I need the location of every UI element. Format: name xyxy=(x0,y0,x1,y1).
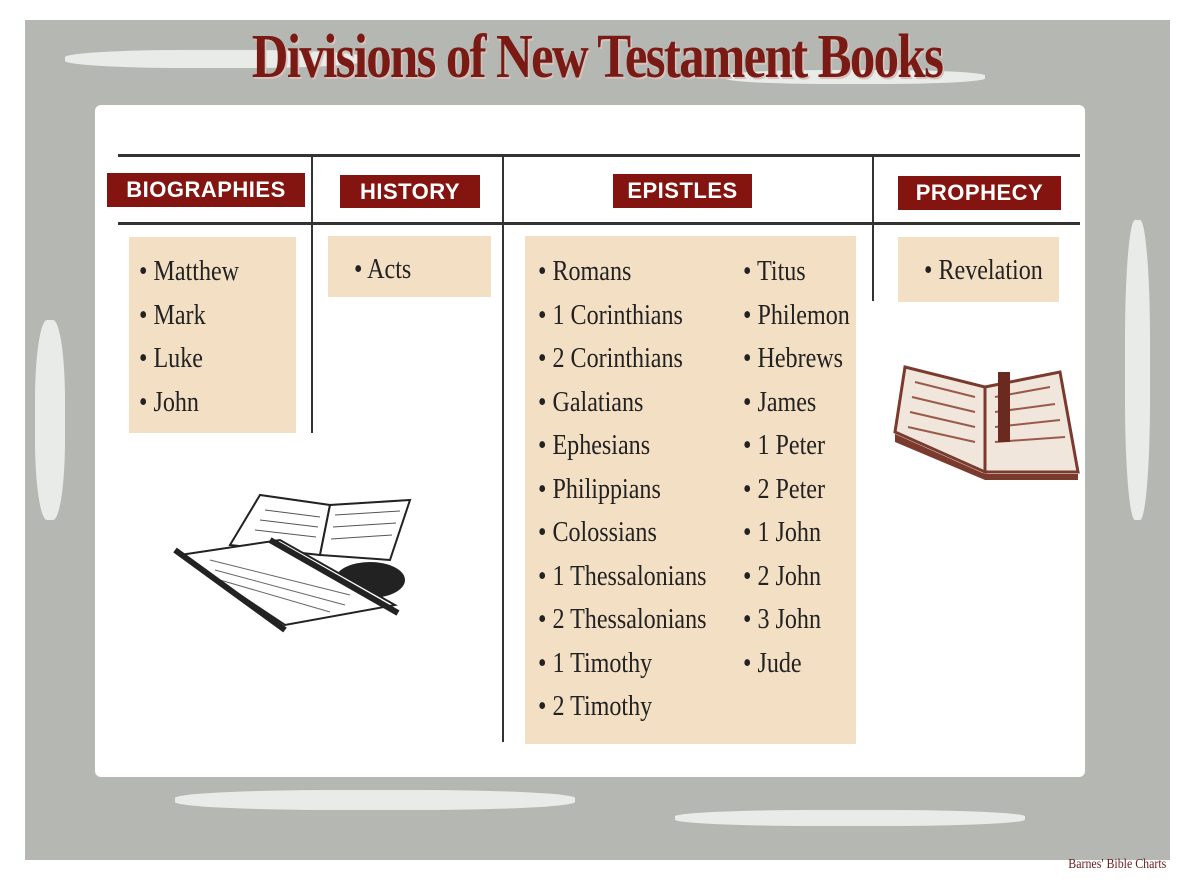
book-name: Philippians xyxy=(552,473,661,505)
book-name: Titus xyxy=(757,256,806,287)
book-item: • Luke xyxy=(139,343,203,375)
book-item: • 2 Peter xyxy=(743,474,825,506)
bullet: • xyxy=(743,473,758,505)
book-name: Jude xyxy=(757,647,802,679)
bullet: • xyxy=(538,430,553,461)
book-name: 1 Timothy xyxy=(552,647,653,679)
book-item: • Hebrews xyxy=(743,343,843,375)
bullet: • xyxy=(354,254,368,285)
book-name: Luke xyxy=(153,343,203,374)
bullet: • xyxy=(924,255,939,286)
divider xyxy=(311,155,313,433)
book-item: • Romans xyxy=(538,256,631,288)
header-biographies: BIOGRAPHIES xyxy=(107,173,305,207)
bullet: • xyxy=(743,430,758,461)
book-item: • 1 Thessalonians xyxy=(538,561,707,593)
book-name: 1 Peter xyxy=(757,430,825,461)
book-item: • Titus xyxy=(743,256,806,288)
book-name: Philemon xyxy=(757,299,850,331)
book-item: • Philemon xyxy=(743,300,850,332)
book-name: 2 Corinthians xyxy=(552,343,683,374)
divider xyxy=(872,155,874,301)
bullet: • xyxy=(538,517,553,548)
divider xyxy=(502,155,504,742)
book-name: 2 Thessalonians xyxy=(552,604,707,635)
book-item: • 1 Corinthians xyxy=(538,300,683,332)
book-item: • 2 John xyxy=(743,561,821,593)
header-epistles: EPISTLES xyxy=(613,174,752,208)
book-name: 2 Peter xyxy=(757,473,825,505)
book-item: • Ephesians xyxy=(538,430,650,462)
credit: Barnes' Bible Charts xyxy=(1068,857,1166,872)
bullet: • xyxy=(139,343,154,374)
bullet: • xyxy=(538,386,553,418)
book-item: • John xyxy=(139,387,199,419)
prophecy-box xyxy=(898,237,1059,302)
bullet: • xyxy=(743,256,758,287)
bullet: • xyxy=(743,560,758,592)
book-name: John xyxy=(153,386,199,418)
bullet: • xyxy=(743,386,758,418)
bullet: • xyxy=(139,299,154,331)
book-name: Hebrews xyxy=(757,343,844,374)
book-item: • Matthew xyxy=(139,256,239,288)
page-title: Divisions of New Testament Books xyxy=(251,23,944,91)
bullet: • xyxy=(139,256,154,287)
bullet: • xyxy=(743,343,758,374)
book-item: • Galatians xyxy=(538,387,643,419)
open-bible-icon xyxy=(893,365,1080,480)
book-item: • 3 John xyxy=(743,604,821,636)
bullet: • xyxy=(538,691,553,722)
book-item: • 1 Timothy xyxy=(538,648,652,680)
book-item: • 2 Timothy xyxy=(538,691,652,723)
top-rule xyxy=(118,154,1080,157)
bullet: • xyxy=(538,343,553,374)
biographies-box xyxy=(129,237,296,433)
book-name: Ephesians xyxy=(552,430,651,461)
open-book-scroll-icon xyxy=(173,493,412,633)
book-item: • Acts xyxy=(354,254,411,286)
bullet: • xyxy=(538,256,553,287)
bullet: • xyxy=(743,299,758,331)
bullet: • xyxy=(538,299,553,331)
bullet: • xyxy=(139,386,154,418)
book-name: 3 John xyxy=(757,604,822,635)
header-history: HISTORY xyxy=(340,175,480,208)
book-item: • Colossians xyxy=(538,517,657,549)
bullet: • xyxy=(743,517,758,548)
book-item: • Philippians xyxy=(538,474,661,506)
history-box xyxy=(328,236,491,297)
book-item: • 1 John xyxy=(743,517,821,549)
bullet: • xyxy=(743,647,758,679)
bullet: • xyxy=(538,560,553,592)
bullet: • xyxy=(538,473,553,505)
book-item: • 2 Corinthians xyxy=(538,343,683,375)
book-item: • James xyxy=(743,387,816,419)
book-name: James xyxy=(757,386,817,418)
book-name: Matthew xyxy=(153,256,240,287)
header-prophecy: PROPHECY xyxy=(898,176,1061,210)
book-name: 1 Corinthians xyxy=(552,299,683,331)
book-item: • Mark xyxy=(139,300,206,332)
book-name: Revelation xyxy=(938,255,1043,286)
epistles-box xyxy=(525,236,856,744)
header-rule xyxy=(118,222,1080,225)
book-name: 1 Thessalonians xyxy=(552,560,707,592)
book-item: • 1 Peter xyxy=(743,430,825,462)
book-name: 1 John xyxy=(757,517,822,548)
book-name: Romans xyxy=(552,256,632,287)
bullet: • xyxy=(743,604,758,635)
book-item: • Revelation xyxy=(924,255,1043,287)
bullet: • xyxy=(538,647,553,679)
book-name: 2 Timothy xyxy=(552,691,653,722)
book-name: Galatians xyxy=(552,386,644,418)
book-name: Acts xyxy=(367,254,412,285)
book-name: Colossians xyxy=(552,517,657,548)
book-name: Mark xyxy=(153,299,206,331)
bullet: • xyxy=(538,604,553,635)
book-item: • Jude xyxy=(743,648,802,680)
book-name: 2 John xyxy=(757,560,822,592)
book-item: • 2 Thessalonians xyxy=(538,604,707,636)
